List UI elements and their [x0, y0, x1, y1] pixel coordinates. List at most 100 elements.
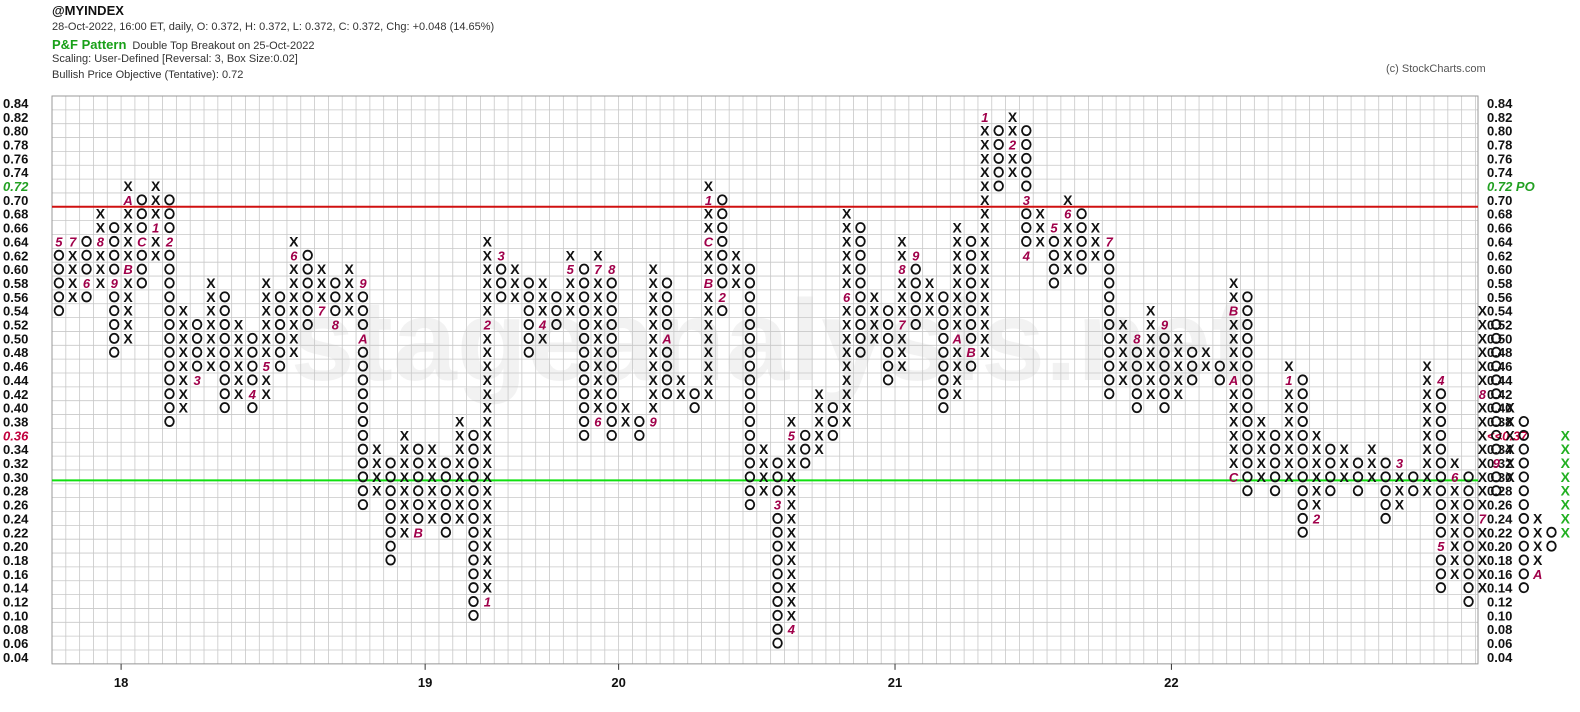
x-box: X	[1174, 344, 1184, 360]
x-box: X	[234, 330, 244, 346]
x-box: X	[704, 372, 714, 388]
o-box	[744, 346, 756, 358]
o-box	[1021, 180, 1032, 192]
x-box: X	[510, 261, 520, 277]
o-box	[1408, 485, 1419, 497]
x-box: X	[593, 358, 603, 374]
x-box: X	[1478, 497, 1488, 513]
o-box	[495, 291, 507, 303]
x-box: X	[289, 233, 299, 249]
x-box: X	[510, 275, 520, 291]
y-tick-right: 0.08	[1487, 622, 1512, 637]
o-box	[357, 319, 369, 331]
x-box: X	[1422, 386, 1432, 402]
x-box: X	[897, 233, 907, 249]
o-box	[1269, 457, 1281, 469]
x-box: X	[400, 441, 410, 457]
o-box	[1490, 346, 1502, 358]
x-box: X	[123, 289, 133, 305]
x-box: X	[483, 566, 493, 582]
o-box	[965, 249, 977, 261]
x-box: X	[1146, 303, 1156, 319]
o-box	[578, 305, 590, 317]
x-box: X	[455, 441, 465, 457]
x-box: X	[483, 552, 493, 568]
o-box	[606, 332, 617, 344]
x-box: X	[1229, 289, 1239, 305]
month-marker: 1	[152, 221, 159, 236]
x-box: X	[1091, 220, 1101, 236]
x-box: X	[648, 400, 658, 416]
o-box	[910, 277, 921, 289]
pattern-line: P&F Pattern Double Top Breakout on 25-Oct…	[52, 37, 314, 52]
o-box	[744, 499, 756, 511]
month-marker: 5	[567, 262, 575, 277]
o-box	[965, 332, 977, 344]
o-box	[1518, 471, 1530, 483]
y-tick-left: 0.84	[3, 96, 29, 111]
o-box	[1242, 429, 1253, 441]
x-box: X	[676, 386, 686, 402]
x-box: X	[1284, 469, 1294, 485]
y-tick-left: 0.52	[3, 318, 28, 333]
o-box	[744, 360, 756, 372]
o-box	[1435, 568, 1447, 580]
x-box: X	[897, 289, 907, 305]
y-tick-left: 0.10	[3, 608, 28, 623]
o-box	[136, 249, 148, 261]
o-box	[357, 402, 369, 414]
o-box	[1490, 332, 1502, 344]
o-box	[1463, 596, 1474, 608]
o-box	[1131, 360, 1143, 372]
x-box: X	[1533, 538, 1543, 554]
o-box	[1021, 152, 1032, 164]
x-box: X	[1450, 483, 1460, 499]
o-box	[1297, 429, 1308, 441]
o-box	[468, 429, 479, 441]
o-box	[219, 402, 230, 414]
o-box	[1518, 512, 1530, 524]
x-box: X	[1478, 372, 1488, 388]
o-box	[1021, 138, 1032, 150]
o-box	[108, 263, 120, 275]
x-box: X	[1561, 483, 1571, 499]
x-box: X	[179, 330, 189, 346]
o-box	[827, 429, 839, 441]
o-box	[81, 249, 92, 261]
x-box: X	[704, 206, 714, 222]
o-box	[855, 263, 866, 275]
pattern-text: Double Top Breakout on 25-Oct-2022	[132, 40, 315, 52]
o-box	[606, 388, 617, 400]
x-box: X	[897, 247, 907, 263]
o-box	[523, 277, 534, 289]
y-tick-right: 0.66	[1487, 221, 1512, 236]
y-tick-left: 0.74	[3, 165, 29, 180]
o-box	[772, 554, 783, 566]
y-tick-right: 0.18	[1487, 553, 1512, 568]
o-box	[302, 249, 313, 261]
x-box: X	[1146, 317, 1156, 333]
month-marker: C	[1229, 470, 1239, 485]
month-marker: 8	[97, 234, 105, 249]
o-box	[1186, 360, 1198, 372]
o-box	[1380, 512, 1391, 524]
month-marker: 1	[981, 110, 988, 125]
x-box: X	[787, 580, 797, 596]
o-box	[965, 319, 977, 331]
o-box	[772, 568, 783, 580]
x-box: X	[593, 344, 603, 360]
y-tick-left: 0.18	[3, 553, 28, 568]
x-box: X	[289, 317, 299, 333]
month-marker: A	[952, 331, 962, 346]
y-tick-left: 0.36	[3, 428, 29, 443]
o-box	[772, 485, 783, 497]
y-tick-left: 0.60	[3, 262, 28, 277]
x-box: X	[648, 303, 658, 319]
o-box	[1242, 374, 1253, 386]
o-box	[1021, 208, 1032, 220]
x-box: X	[925, 303, 935, 319]
y-tick-left: 0.42	[3, 387, 28, 402]
month-marker: 4	[538, 318, 547, 333]
x-box: X	[427, 469, 437, 485]
o-box	[1269, 485, 1281, 497]
